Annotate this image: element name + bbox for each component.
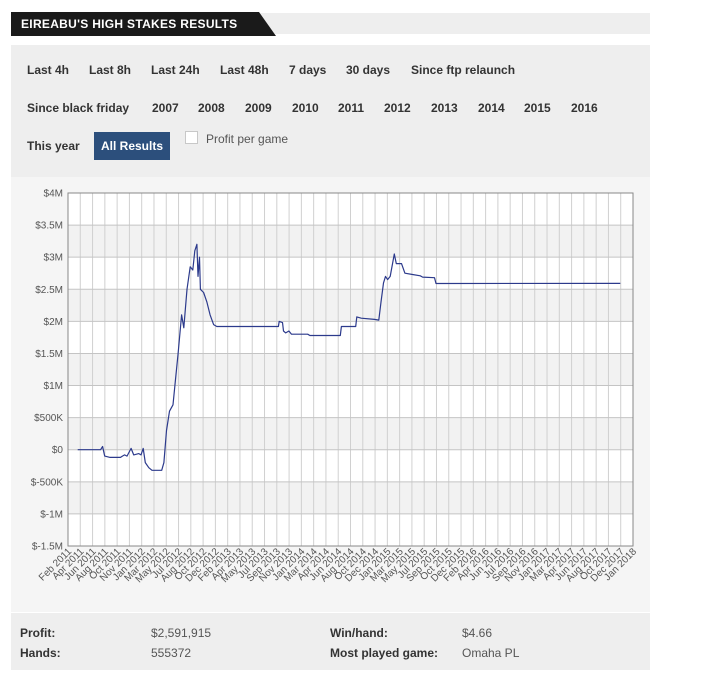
filter-panel: Last 4h Last 8h Last 24h Last 48h 7 days… [11,45,650,177]
filter-2014[interactable]: 2014 [478,101,505,115]
filter-2011[interactable]: 2011 [338,101,365,115]
filter-2016[interactable]: 2016 [571,101,598,115]
filter-since-black-friday[interactable]: Since black friday [27,101,130,115]
hands-value: 555372 [151,646,192,660]
results-chart-svg: $4M $3.5M $3M $2.5M $2M $1.5M $1M $500K $0 $-500K… [31,189,640,586]
y-tick-label: $500K [34,413,63,424]
filter-30-days[interactable]: 30 days [346,63,391,77]
profit-per-game-checkbox[interactable] [185,131,198,144]
y-tick-label: $3M [44,253,63,264]
y-tick-label: $1M [44,381,63,392]
filter-2015[interactable]: 2015 [524,101,551,115]
y-tick-label: $1.5M [35,349,63,360]
filter-7-days[interactable]: 7 days [289,63,327,77]
win-per-hand-value: $4.66 [462,626,493,640]
profit-value: $2,591,915 [151,626,212,640]
win-per-hand-label: Win/hand: [330,626,388,640]
y-tick-label: $2M [44,317,63,328]
filter-last-24h[interactable]: Last 24h [151,63,200,77]
profit-label: Profit: [20,626,56,640]
filter-2013[interactable]: 2013 [431,101,458,115]
most-played-game-label: Most played game: [330,646,439,660]
stats-panel: Profit: $2,591,915 Win/hand: $4.66 Hands… [11,613,650,670]
filter-since-ftp-relaunch[interactable]: Since ftp relaunch [411,63,516,77]
filter-all-results[interactable]: All Results [94,132,171,160]
results-chart: $4M $3.5M $3M $2.5M $2M $1.5M $1M $500K $0 $-500K… [11,177,650,612]
filter-2008[interactable]: 2008 [198,101,225,115]
header-tab: EIREABU'S HIGH STAKES RESULTS [11,12,276,36]
y-tick-label: $3.5M [35,221,63,232]
filter-last-48h[interactable]: Last 48h [220,63,269,77]
filter-2012[interactable]: 2012 [384,101,411,115]
profit-per-game-label: Profit per game [206,132,289,146]
filter-2007[interactable]: 2007 [152,101,179,115]
plot-border [67,192,634,547]
filter-this-year[interactable]: This year [27,139,80,153]
profit-series-line [77,243,621,471]
y-tick-label: $2.5M [35,285,63,296]
filter-last-8h[interactable]: Last 8h [89,63,132,77]
page-title: EIREABU'S HIGH STAKES RESULTS [21,17,238,31]
results-header: EIREABU'S HIGH STAKES RESULTS [11,12,650,36]
hands-label: Hands: [20,646,61,660]
most-played-game-value: Omaha PL [462,646,520,660]
filter-last-4h[interactable]: Last 4h [27,63,70,77]
y-tick-label: $-1M [40,509,63,520]
filter-2009[interactable]: 2009 [245,101,272,115]
y-tick-label: $4M [44,189,63,200]
filter-2010[interactable]: 2010 [292,101,319,115]
y-tick-label: $-500K [31,477,64,488]
y-tick-label: $0 [52,445,64,456]
y-tick-label: $-1.5M [32,542,63,553]
